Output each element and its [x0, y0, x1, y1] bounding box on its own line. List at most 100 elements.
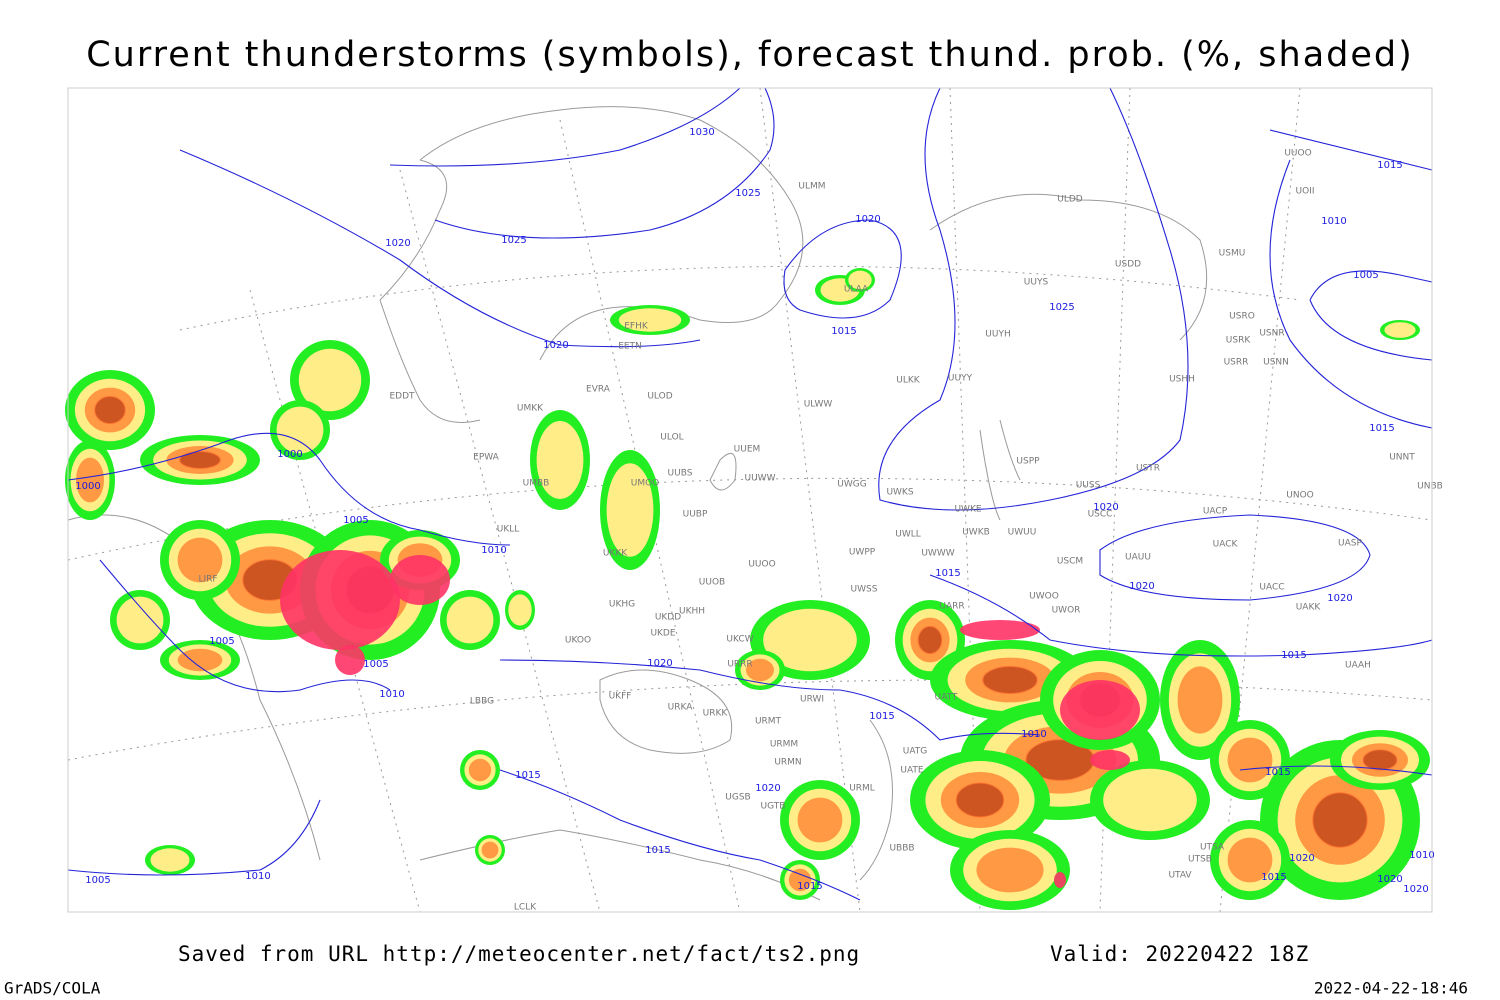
- station-label: UARR: [939, 602, 964, 612]
- probability-area: [116, 596, 164, 644]
- isobar-label: 1010: [1321, 216, 1346, 227]
- station-label: UUYH: [985, 330, 1010, 340]
- isobar-label: 1020: [1327, 593, 1352, 604]
- station-label: USMU: [1219, 249, 1246, 259]
- station-label: UNNT: [1389, 453, 1415, 463]
- station-label: URKA: [668, 703, 694, 713]
- station-label: URMT: [755, 717, 782, 727]
- station-label: URKK: [703, 709, 729, 719]
- station-label: ULAA: [844, 285, 869, 295]
- station-label: ULOL: [660, 433, 683, 443]
- station-label: UWPP: [849, 548, 876, 558]
- isobar-label: 1015: [869, 711, 894, 722]
- station-label: USCM: [1057, 557, 1083, 567]
- station-label: URMN: [774, 758, 801, 768]
- station-label: UUSS: [1076, 481, 1101, 491]
- valid-time: Valid: 20220422 18Z: [1050, 942, 1309, 966]
- station-label: UMOO: [631, 479, 660, 489]
- isobar-label: 1015: [797, 881, 822, 892]
- thunderstorm-symbols: [1060, 680, 1140, 740]
- probability-area: [848, 270, 872, 290]
- probability-area: [94, 395, 126, 425]
- station-label: UATT: [935, 693, 958, 703]
- isobar-label: 1010: [481, 545, 506, 556]
- probability-area: [976, 847, 1044, 893]
- probability-area: [468, 758, 492, 782]
- software: GrADS/COLA: [4, 979, 101, 998]
- probability-area: [481, 841, 499, 859]
- isobar-label: 1005: [1353, 270, 1378, 281]
- probability-area: [618, 308, 682, 332]
- probability-area: [746, 658, 774, 682]
- station-label: UUOB: [699, 578, 725, 588]
- station-label: UACC: [1259, 583, 1284, 593]
- thunderstorm-symbols: [280, 550, 400, 650]
- probability-area: [298, 348, 362, 412]
- station-label: UUBS: [668, 469, 693, 479]
- isobar-label: 1020: [1129, 581, 1154, 592]
- station-label: USTR: [1136, 464, 1160, 474]
- isobar-label: 1020: [855, 214, 880, 225]
- probability-area: [276, 406, 324, 454]
- isobar-label: 1020: [1093, 502, 1118, 513]
- probability-area: [1227, 837, 1273, 883]
- station-label: USNN: [1263, 358, 1289, 368]
- isobar-label: 1015: [1261, 872, 1286, 883]
- station-label: UUEM: [734, 445, 761, 455]
- isobar-label: 1010: [379, 689, 404, 700]
- isobar-label: 1015: [645, 845, 670, 856]
- station-label: UNBB: [1417, 482, 1443, 492]
- probability-area: [788, 868, 812, 892]
- station-label: UWOR: [1052, 606, 1081, 616]
- probability-area: [763, 608, 857, 672]
- probability-area: [1103, 768, 1197, 832]
- station-label: UAUU: [1125, 553, 1151, 563]
- station-label: UOII: [1296, 187, 1315, 197]
- probability-area: [1227, 737, 1273, 783]
- probability-area: [1312, 792, 1368, 848]
- station-label: EPWA: [473, 453, 500, 463]
- station-label: UWOO: [1029, 592, 1059, 602]
- isobar-label: 1010: [1409, 850, 1434, 861]
- title: Current thunderstorms (symbols), forecas…: [86, 35, 1414, 75]
- probability-area: [76, 457, 104, 503]
- isobar-label: 1025: [501, 235, 526, 246]
- station-label: UWSS: [851, 585, 878, 595]
- isobar-label: 1005: [209, 636, 234, 647]
- probability-area: [536, 421, 584, 499]
- station-label: ULOD: [647, 392, 672, 402]
- station-label: USRK: [1226, 336, 1252, 346]
- isobar-label: 1000: [75, 481, 100, 492]
- station-label: UKKK: [603, 549, 628, 559]
- station-label: UWKS: [886, 488, 913, 498]
- isobar-label: 1025: [735, 188, 760, 199]
- thunderstorm-symbols: [390, 555, 450, 605]
- station-label: EDDT: [389, 392, 415, 402]
- isobar-label: 1015: [831, 326, 856, 337]
- probability-area: [446, 596, 494, 644]
- isobar-label: 1010: [1021, 729, 1046, 740]
- isobar-label: 1020: [647, 658, 672, 669]
- probability-area: [606, 463, 654, 557]
- station-label: UBBB: [889, 844, 914, 854]
- thunderstorm-symbols: [1090, 750, 1130, 770]
- station-label: USRO: [1229, 312, 1255, 322]
- probability-area: [177, 648, 223, 672]
- station-label: USPP: [1016, 457, 1040, 467]
- station-label: LBBG: [470, 697, 494, 707]
- station-label: URMM: [770, 740, 798, 750]
- station-label: UMKK: [517, 404, 544, 414]
- station-label: UUWW: [745, 474, 776, 484]
- probability-area: [179, 451, 221, 469]
- station-label: UUOO: [748, 560, 775, 570]
- station-label: UTSB: [1188, 855, 1212, 865]
- station-label: UWLL: [895, 530, 921, 540]
- station-label: ULKK: [896, 376, 921, 386]
- isobar-label: 1020: [543, 340, 568, 351]
- isobar-label: 1000: [277, 449, 302, 460]
- station-label: UWWW: [921, 549, 954, 559]
- probability-area: [917, 625, 943, 655]
- station-label: UACK: [1213, 540, 1239, 550]
- source-url: Saved from URL http://meteocenter.net/fa…: [178, 942, 860, 966]
